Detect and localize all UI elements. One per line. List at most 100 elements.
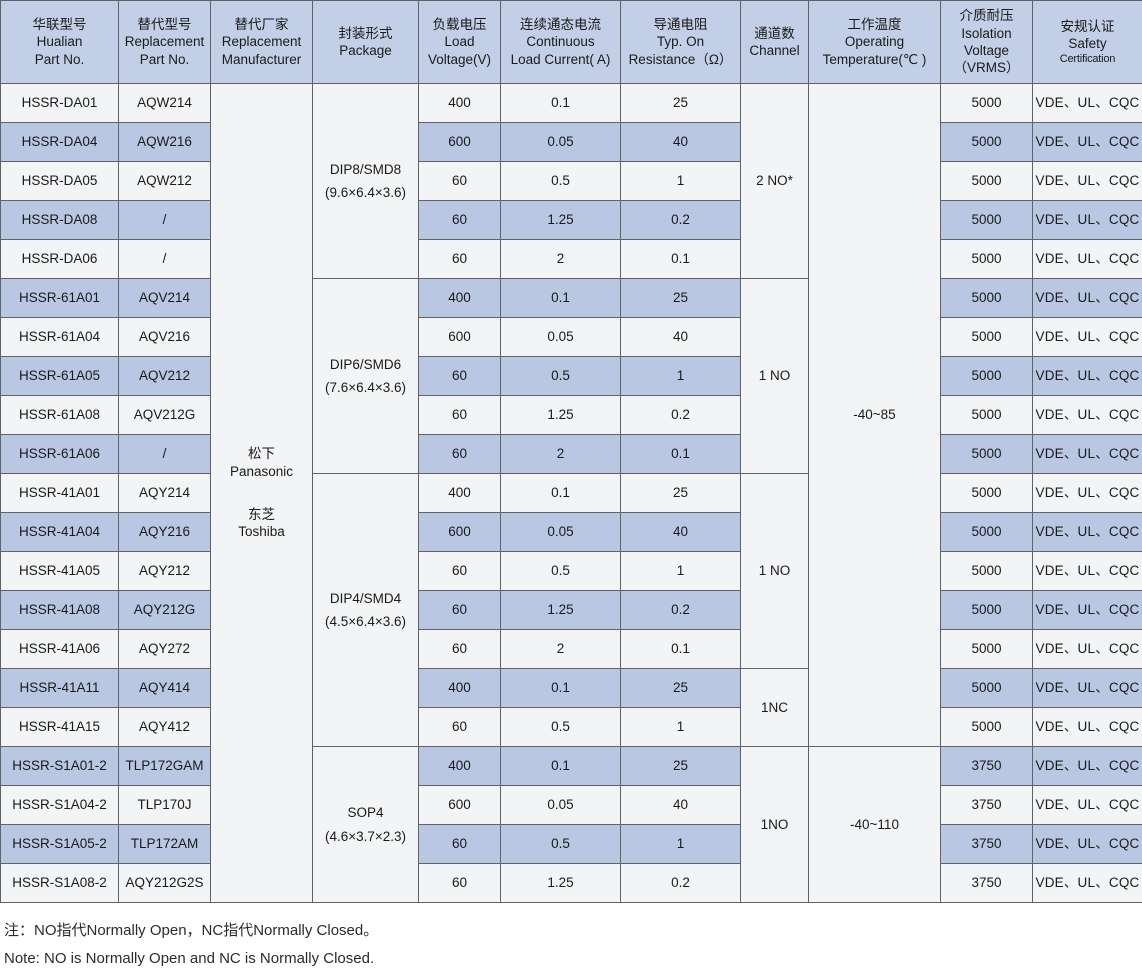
header-en-2: Part No. (120, 51, 209, 68)
header-row: 华联型号 Hualian Part No. 替代型号 Replacement P… (1, 1, 1142, 84)
cell-hualian-part-no: HSSR-DA08 (1, 201, 119, 240)
cell-replacement-part-no: AQY414 (119, 669, 211, 708)
cell-isolation-voltage: 5000 (941, 474, 1033, 513)
cell-load-voltage: 60 (419, 825, 501, 864)
cell-hualian-part-no: HSSR-41A06 (1, 630, 119, 669)
cell-safety-certification: VDE、UL、CQC (1033, 279, 1142, 318)
cell-replacement-part-no: / (119, 435, 211, 474)
cell-on-resistance: 1 (621, 357, 741, 396)
cell-replacement-part-no: AQY412 (119, 708, 211, 747)
cell-continuous-load-current: 0.05 (501, 318, 621, 357)
cell-hualian-part-no: HSSR-61A06 (1, 435, 119, 474)
cell-continuous-load-current: 1.25 (501, 396, 621, 435)
header-zh: 导通电阻 (622, 16, 739, 33)
header-en-1: Package (314, 42, 417, 59)
cell-isolation-voltage: 5000 (941, 669, 1033, 708)
cell-operating-temperature: -40~110 (809, 747, 941, 903)
package-dimensions: (9.6×6.4×3.6) (315, 184, 416, 201)
cell-continuous-load-current: 0.1 (501, 747, 621, 786)
cell-on-resistance: 40 (621, 123, 741, 162)
cell-package: DIP4/SMD4 (4.5×6.4×3.6) (313, 474, 419, 747)
cell-continuous-load-current: 0.5 (501, 825, 621, 864)
header-en-1: Replacement (120, 33, 209, 50)
cell-hualian-part-no: HSSR-41A08 (1, 591, 119, 630)
header-en-1: Load (420, 33, 499, 50)
cell-continuous-load-current: 0.1 (501, 474, 621, 513)
cell-load-voltage: 60 (419, 630, 501, 669)
cell-hualian-part-no: HSSR-41A15 (1, 708, 119, 747)
cell-isolation-voltage: 5000 (941, 279, 1033, 318)
cell-on-resistance: 1 (621, 162, 741, 201)
cell-on-resistance: 40 (621, 786, 741, 825)
column-header-package: 封装形式 Package (313, 1, 419, 84)
cell-isolation-voltage: 5000 (941, 84, 1033, 123)
cell-load-voltage: 400 (419, 279, 501, 318)
cell-continuous-load-current: 0.5 (501, 708, 621, 747)
cell-load-voltage: 600 (419, 123, 501, 162)
cell-isolation-voltage: 5000 (941, 396, 1033, 435)
cell-hualian-part-no: HSSR-41A04 (1, 513, 119, 552)
cell-load-voltage: 60 (419, 435, 501, 474)
cell-replacement-part-no: TLP172AM (119, 825, 211, 864)
cell-load-voltage: 600 (419, 318, 501, 357)
header-zh: 替代厂家 (212, 16, 311, 33)
cell-hualian-part-no: HSSR-DA05 (1, 162, 119, 201)
header-en-1: Operating (810, 33, 939, 50)
header-en-1: Replacement (212, 33, 311, 50)
cell-package: SOP4(4.6×3.7×2.3) (313, 747, 419, 903)
manufacturer-zh-1: 松下 (248, 446, 275, 461)
cell-continuous-load-current: 2 (501, 240, 621, 279)
cell-hualian-part-no: HSSR-61A04 (1, 318, 119, 357)
cell-isolation-voltage: 3750 (941, 786, 1033, 825)
header-en-2: Part No. (2, 51, 117, 68)
cell-isolation-voltage: 5000 (941, 162, 1033, 201)
cell-isolation-voltage: 3750 (941, 825, 1033, 864)
cell-load-voltage: 600 (419, 786, 501, 825)
package-name: DIP4/SMD4 (315, 590, 416, 607)
column-header-safety-certification: 安规认证 Safety Certification (1033, 1, 1142, 84)
cell-replacement-part-no: AQV216 (119, 318, 211, 357)
cell-continuous-load-current: 0.5 (501, 552, 621, 591)
header-zh: 负载电压 (420, 16, 499, 33)
cell-safety-certification: VDE、UL、CQC (1033, 786, 1142, 825)
cell-isolation-voltage: 5000 (941, 708, 1033, 747)
header-en-1: Hualian (2, 33, 117, 50)
cell-replacement-part-no: AQY212G2S (119, 864, 211, 903)
cell-hualian-part-no: HSSR-S1A05-2 (1, 825, 119, 864)
header-en-2: Manufacturer (212, 51, 311, 68)
cell-safety-certification: VDE、UL、CQC (1033, 513, 1142, 552)
package-dimensions: (7.6×6.4×3.6) (315, 379, 416, 396)
cell-replacement-part-no: / (119, 201, 211, 240)
cell-isolation-voltage: 5000 (941, 123, 1033, 162)
cell-continuous-load-current: 0.05 (501, 123, 621, 162)
cell-hualian-part-no: HSSR-DA06 (1, 240, 119, 279)
cell-safety-certification: VDE、UL、CQC (1033, 435, 1142, 474)
cell-replacement-part-no: TLP172GAM (119, 747, 211, 786)
note-english: Note: NO is Normally Open and NC is Norm… (4, 945, 1142, 973)
cell-replacement-part-no: AQV214 (119, 279, 211, 318)
header-en-1: Continuous (502, 33, 619, 50)
package-dimensions: (4.5×6.4×3.6) (315, 613, 416, 630)
cell-isolation-voltage: 5000 (941, 630, 1033, 669)
cell-safety-certification: VDE、UL、CQC (1033, 747, 1142, 786)
cell-safety-certification: VDE、UL、CQC (1033, 630, 1142, 669)
cell-load-voltage: 400 (419, 669, 501, 708)
cell-channel: 1 NO (741, 474, 809, 669)
cell-load-voltage: 400 (419, 84, 501, 123)
cell-on-resistance: 1 (621, 825, 741, 864)
cell-replacement-part-no: AQW216 (119, 123, 211, 162)
cell-continuous-load-current: 0.05 (501, 786, 621, 825)
